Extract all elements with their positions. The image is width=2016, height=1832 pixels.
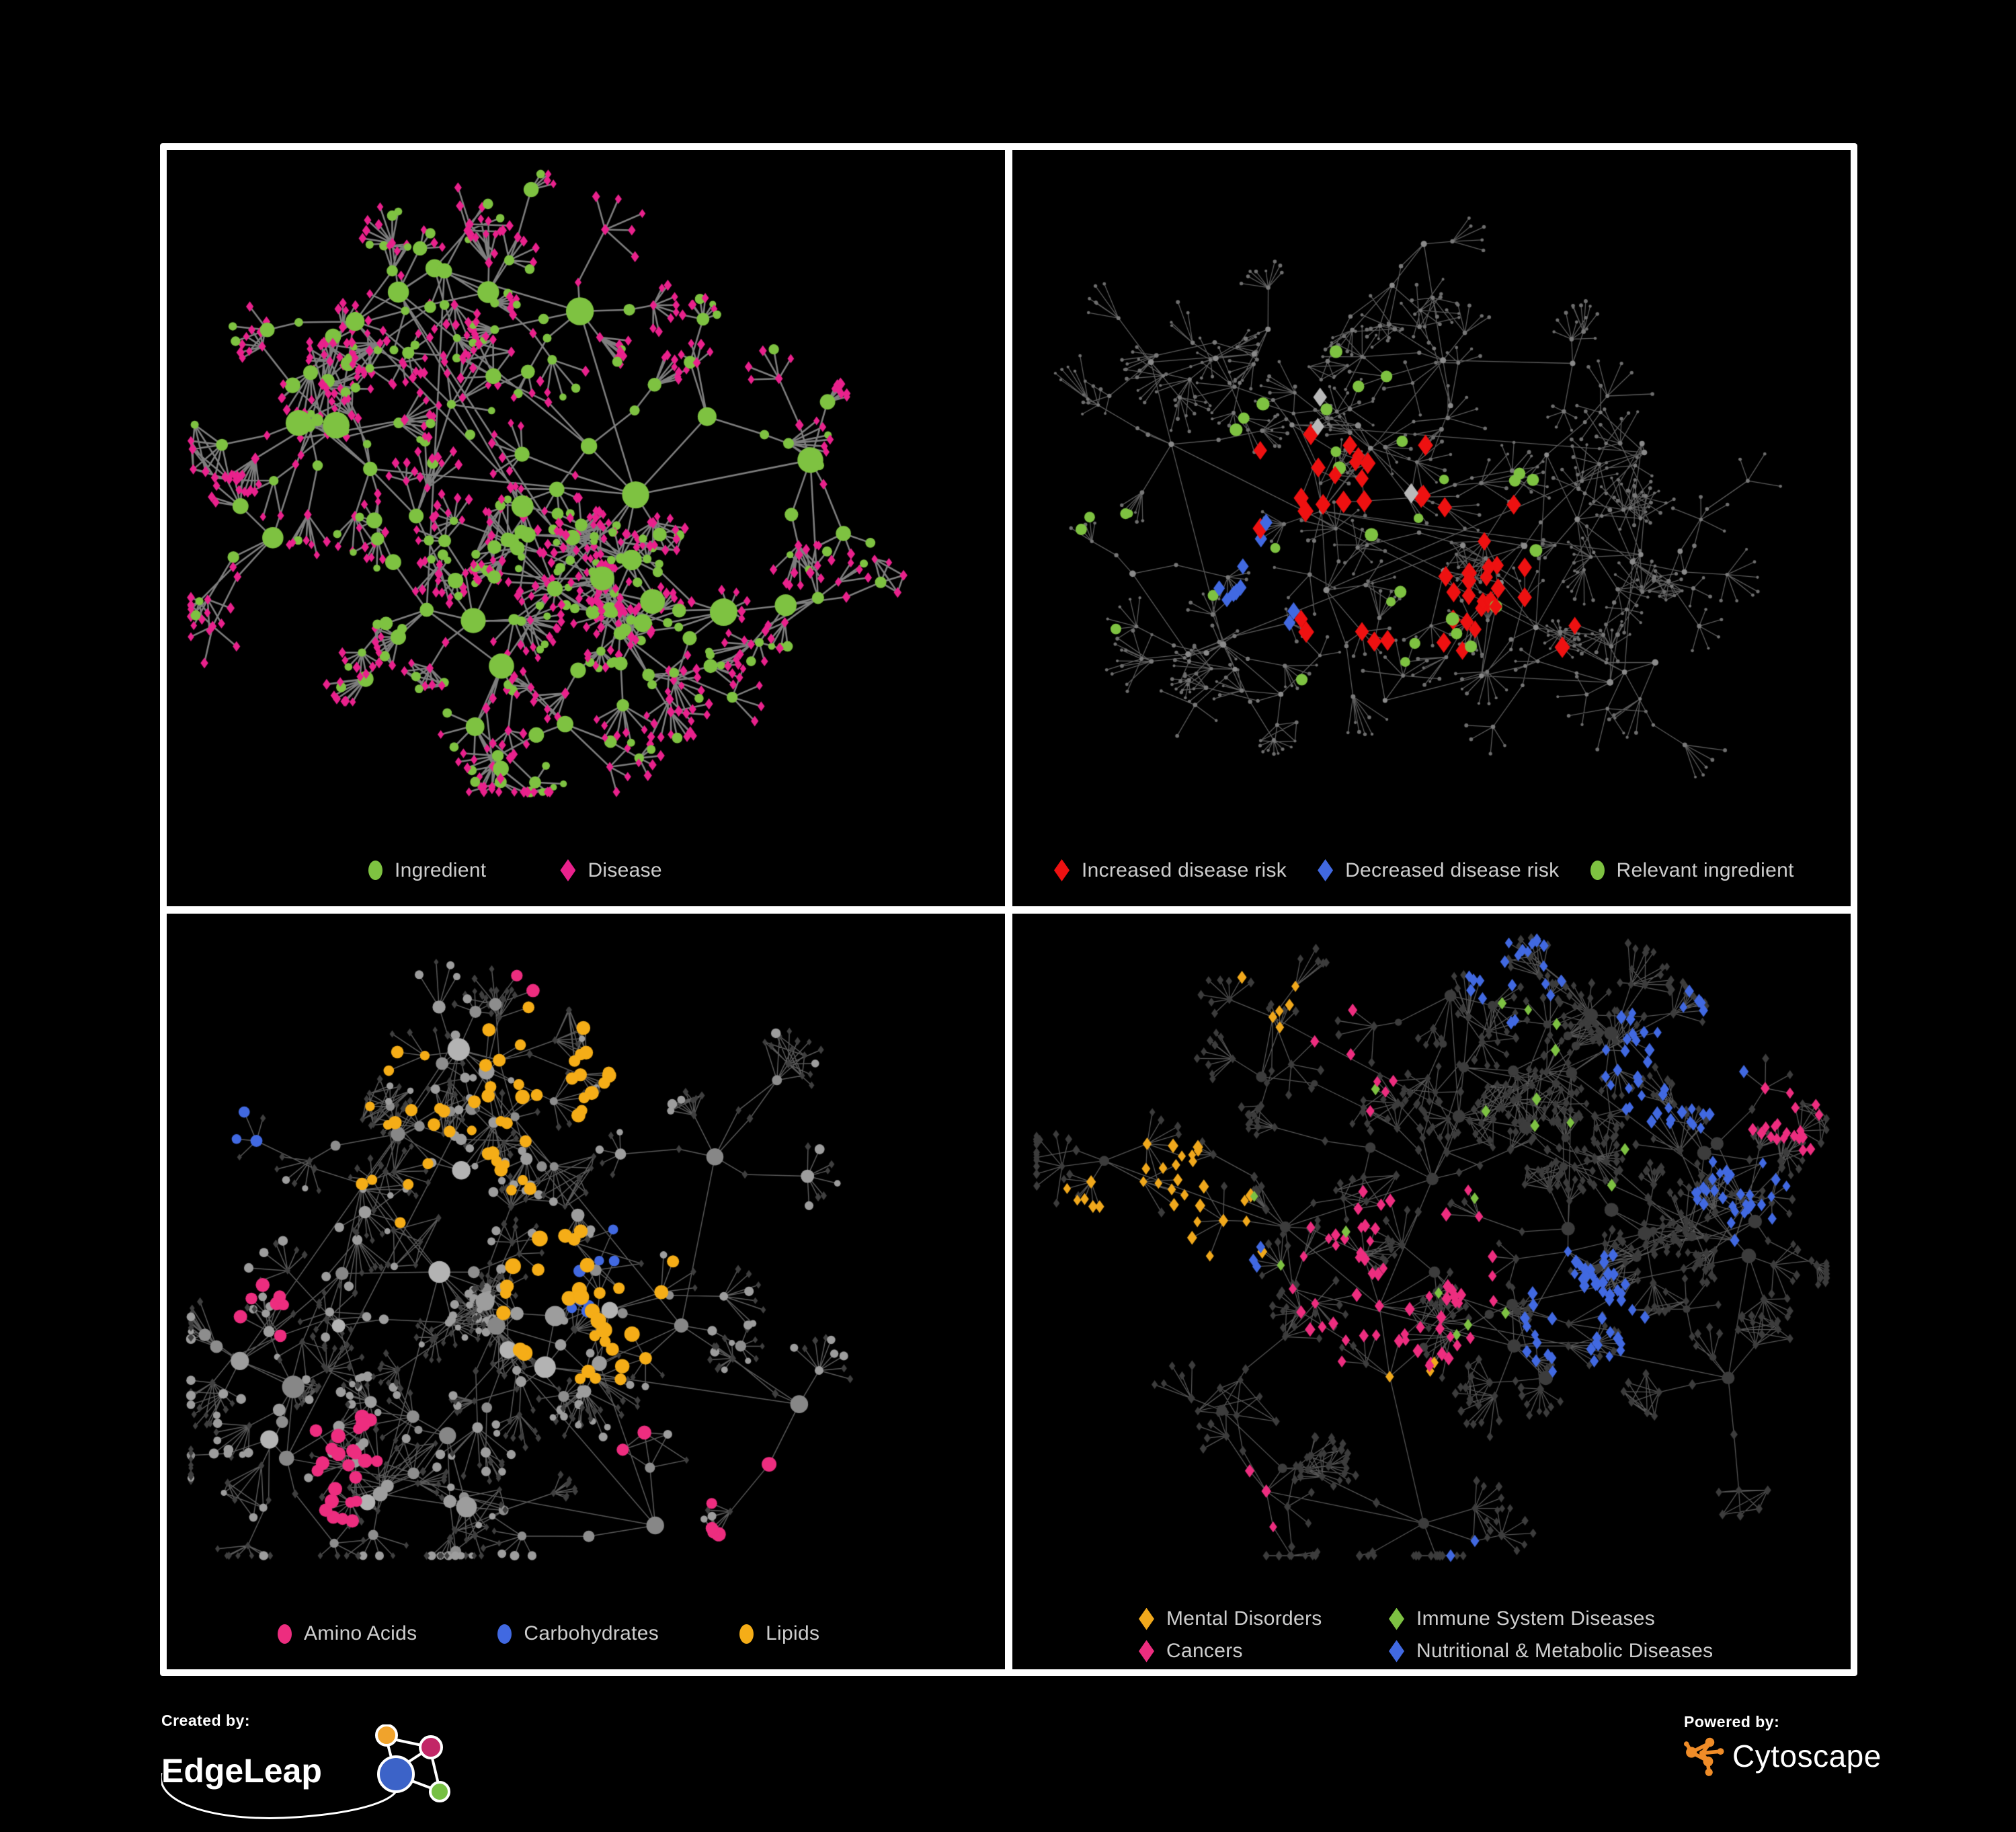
legend-label: Decreased disease risk (1345, 859, 1560, 881)
legend-item-disease: Disease (560, 859, 662, 882)
diamond-marker-icon (1318, 859, 1334, 881)
circle-marker-icon (739, 1624, 754, 1644)
legend-label: Relevant ingredient (1616, 859, 1794, 881)
diamond-marker-icon (1389, 1607, 1404, 1630)
legend-label: Lipids (766, 1622, 820, 1644)
panel-disease-risk: Increased disease risk Decreased disease … (1012, 150, 1851, 906)
diamond-marker-icon (1139, 1640, 1154, 1663)
legend-label: Cancers (1166, 1640, 1243, 1662)
network-canvas-3 (1012, 913, 1851, 1669)
diamond-marker-icon (1389, 1640, 1404, 1663)
powered-by-label: Powered by: (1684, 1713, 1780, 1730)
diamond-marker-icon (1139, 1607, 1154, 1630)
created-by-label: Created by: (161, 1712, 251, 1729)
cytoscape-logo-icon (1684, 1737, 1724, 1776)
legend-item-cancers: Cancers (1139, 1640, 1389, 1663)
legend-item-increased-disease-risk: Increased disease risk (1054, 859, 1287, 882)
legend-item-lipids: Lipids (739, 1622, 819, 1645)
circle-marker-icon (278, 1624, 292, 1644)
legend-label: Increased disease risk (1082, 859, 1287, 881)
legend-item-amino-acids: Amino Acids (278, 1622, 417, 1645)
legend-item-relevant-ingredient: Relevant ingredient (1590, 859, 1794, 882)
diamond-marker-icon (1054, 859, 1070, 881)
panel-ingredient-disease: Ingredient Disease (167, 150, 1005, 906)
legend-label: Mental Disorders (1166, 1607, 1322, 1630)
cytoscape-wordmark: Cytoscape (1732, 1739, 1882, 1774)
legend-item-immune-system-diseases: Immune System Diseases (1389, 1607, 1851, 1630)
legend-item-decreased-disease-risk: Decreased disease risk (1318, 859, 1559, 882)
legend-item-ingredient: Ingredient (368, 859, 486, 882)
network-grid: Ingredient Disease Increased disease risk… (160, 143, 1857, 1676)
panel-disease-classes: Mental Disorders Immune System Diseases Ca… (1012, 913, 1851, 1669)
edgeleap-wordmark: EdgeLeap (161, 1752, 322, 1790)
legend-item-mental-disorders: Mental Disorders (1139, 1607, 1389, 1630)
legend-label: Carbohydrates (524, 1622, 659, 1644)
legend-label: Immune System Diseases (1416, 1607, 1656, 1630)
circle-marker-icon (1590, 861, 1605, 880)
edgeleap-credit: Created by: EdgeLeap (161, 1712, 471, 1819)
cytoscape-credit: Powered by: Cytoscape (1684, 1713, 1966, 1787)
legend-item-carbohydrates: Carbohydrates (497, 1622, 659, 1645)
legend-label: Disease (588, 859, 662, 881)
legend-label: Nutritional & Metabolic Diseases (1416, 1640, 1713, 1662)
network-canvas-0 (167, 150, 1005, 906)
circle-marker-icon (368, 861, 382, 880)
legend-disease-classes: Mental Disorders Immune System Diseases Ca… (1012, 1607, 1851, 1663)
legend-label: Amino Acids (304, 1622, 417, 1644)
legend-item-nutritional-metabolic-diseases: Nutritional & Metabolic Diseases (1389, 1640, 1851, 1663)
edgeleap-logo-graphic (161, 1724, 450, 1819)
panel-ingredient-classes: Amino Acids Carbohydrates Lipids (167, 913, 1005, 1669)
legend-disease-risk: Increased disease risk Decreased disease … (1012, 859, 1851, 882)
diamond-marker-icon (560, 859, 576, 881)
circle-marker-icon (497, 1624, 512, 1644)
network-canvas-2 (167, 913, 1005, 1669)
legend-ingredient-classes: Amino Acids Carbohydrates Lipids (167, 1622, 1005, 1645)
legend-label: Ingredient (395, 859, 487, 881)
legend-ingredient-disease: Ingredient Disease (167, 859, 1005, 882)
network-canvas-1 (1012, 150, 1851, 906)
